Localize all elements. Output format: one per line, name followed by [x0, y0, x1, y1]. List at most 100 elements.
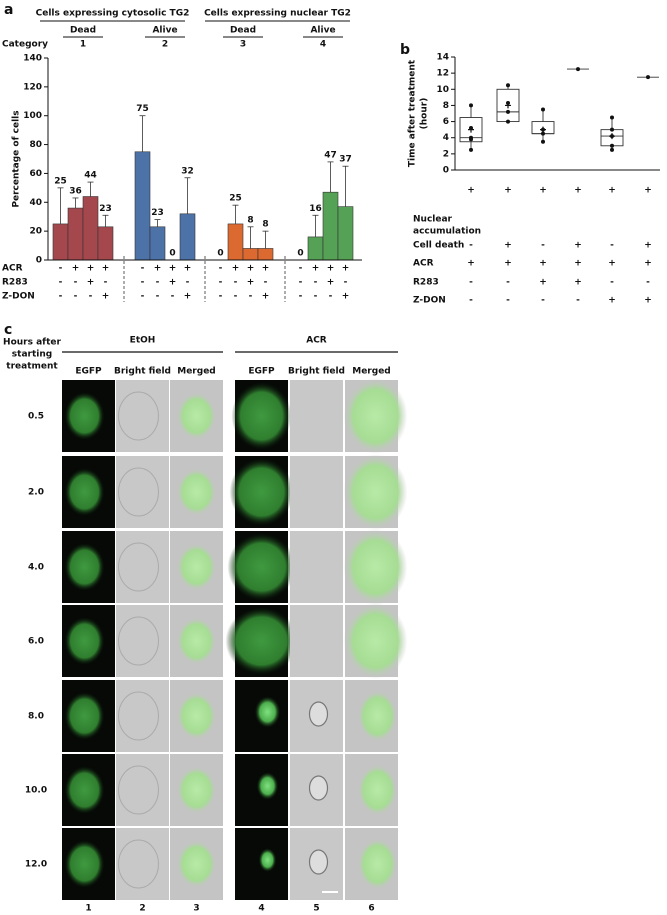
condition-sign: + — [169, 264, 177, 274]
data-point — [506, 83, 510, 88]
column-number: 5 — [313, 904, 319, 914]
value-label: 25 — [54, 176, 67, 186]
data-point — [541, 139, 545, 144]
condition-sign: + — [262, 264, 270, 274]
hour-label: 4.0 — [28, 563, 44, 573]
data-point — [541, 107, 545, 112]
status-label: Dead — [230, 26, 256, 36]
data-point — [469, 126, 473, 131]
merged-fluorescence — [343, 529, 408, 605]
condition-sign: + — [232, 264, 240, 274]
condition-sign: - — [186, 278, 190, 288]
condition-name: Cell death — [413, 241, 464, 251]
value-label: 23 — [99, 204, 112, 214]
treatment-label: EtOH — [130, 336, 156, 346]
row-header: treatment — [6, 362, 58, 372]
bright-field-image — [116, 605, 169, 677]
y-tick-label: 100 — [23, 111, 42, 121]
condition-sign: + — [504, 259, 512, 269]
row-header: Hours after — [3, 338, 61, 348]
bar — [337, 206, 354, 261]
condition-sign: + — [608, 296, 616, 306]
y-tick-label: 4 — [443, 133, 449, 143]
cell-outline — [118, 616, 159, 666]
condition-name: R283 — [2, 278, 28, 288]
condition-sign: + — [608, 259, 616, 269]
condition-sign: + — [184, 292, 192, 302]
bright-field-image — [290, 456, 343, 528]
condition-name: ACR — [413, 259, 434, 269]
condition-sign: - — [234, 278, 238, 288]
cell-fluorescence — [256, 772, 279, 800]
column-number: 2 — [139, 904, 145, 914]
y-axis-label: (hour) — [420, 98, 430, 130]
merged-fluorescence — [176, 468, 217, 516]
data-point — [506, 119, 510, 124]
condition-sign: + — [574, 278, 582, 288]
merged-fluorescence — [357, 764, 398, 816]
data-point — [506, 101, 510, 106]
value-label: 37 — [339, 155, 352, 165]
condition-sign: - — [74, 278, 78, 288]
bar — [242, 248, 259, 261]
condition-sign: + — [327, 278, 335, 288]
data-point — [610, 147, 614, 152]
panel-label: b — [400, 42, 410, 58]
condition-sign: - — [219, 292, 223, 302]
data-point — [469, 103, 473, 108]
condition-sign: + — [327, 264, 335, 274]
bright-field-image — [290, 531, 343, 603]
bright-field-image — [116, 828, 169, 900]
category-number: 3 — [240, 40, 246, 50]
condition-sign: - — [249, 292, 253, 302]
condition-name: Z-DON — [2, 292, 35, 302]
bar — [322, 191, 339, 261]
y-tick-label: 10 — [436, 85, 449, 95]
cell-outline — [118, 391, 159, 441]
cell-fluorescence — [254, 696, 281, 728]
cell-outline — [118, 691, 159, 741]
hour-label: 6.0 — [28, 637, 44, 647]
status-label: Alive — [152, 26, 177, 36]
cell-outline — [118, 467, 159, 517]
condition-sign: - — [329, 292, 333, 302]
column-label: Merged — [177, 367, 216, 377]
condition-sign: + — [467, 186, 475, 196]
value-label: 0 — [169, 249, 175, 259]
condition-sign: - — [506, 296, 510, 306]
cell-fluorescence — [258, 848, 277, 872]
condition-sign: + — [539, 186, 547, 196]
value-label: 0 — [217, 249, 223, 259]
condition-sign: - — [314, 278, 318, 288]
data-point — [610, 143, 614, 148]
column-label: EGFP — [75, 367, 102, 377]
value-label: 75 — [136, 104, 149, 114]
y-tick-label: 12 — [436, 69, 449, 79]
condition-sign: + — [342, 264, 350, 274]
value-label: 44 — [84, 171, 97, 181]
category-number: 1 — [80, 40, 86, 50]
condition-sign: - — [299, 264, 303, 274]
hour-label: 12.0 — [25, 860, 47, 870]
data-point — [469, 147, 473, 152]
group-header: Cells expressing nuclear TG2 — [204, 9, 351, 19]
condition-sign: - — [610, 278, 614, 288]
bar — [82, 196, 99, 261]
condition-sign: - — [59, 264, 63, 274]
data-point — [541, 127, 545, 132]
condition-sign: - — [469, 278, 473, 288]
y-axis-label: Time after treatment — [408, 59, 418, 167]
bar — [307, 236, 324, 261]
value-label: 16 — [309, 204, 322, 214]
value-label: 36 — [69, 186, 82, 196]
condition-sign: + — [342, 292, 350, 302]
cell-fluorescence — [64, 766, 105, 814]
condition-name: ACR — [2, 264, 23, 274]
panel-label: a — [4, 2, 13, 18]
treatment-label: ACR — [306, 336, 327, 346]
condition-name: accumulation — [413, 227, 481, 237]
status-label: Alive — [310, 26, 335, 36]
data-point — [646, 75, 650, 80]
condition-sign: + — [72, 264, 80, 274]
